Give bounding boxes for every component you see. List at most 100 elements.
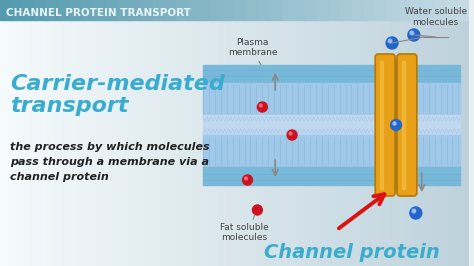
Circle shape bbox=[386, 37, 398, 49]
Bar bbox=[47, 0, 56, 266]
Bar bbox=[375, 0, 388, 20]
Bar bbox=[399, 0, 408, 266]
Bar bbox=[380, 61, 383, 189]
Bar bbox=[422, 0, 431, 266]
Bar bbox=[407, 0, 416, 266]
Bar bbox=[94, 0, 103, 266]
Bar bbox=[12, 0, 25, 20]
Bar bbox=[274, 0, 283, 266]
Bar bbox=[0, 0, 13, 20]
Circle shape bbox=[243, 175, 253, 185]
Bar bbox=[180, 0, 189, 266]
Bar bbox=[172, 0, 181, 266]
Bar bbox=[364, 0, 376, 20]
Bar bbox=[203, 167, 460, 185]
Text: Plasma
membrane: Plasma membrane bbox=[228, 38, 277, 57]
Circle shape bbox=[289, 132, 292, 135]
Bar bbox=[59, 0, 72, 20]
Bar bbox=[446, 0, 458, 20]
Bar bbox=[402, 61, 405, 189]
Bar bbox=[415, 0, 423, 266]
Text: the process by which molecules
pass through a membrane via a
channel protein: the process by which molecules pass thro… bbox=[10, 142, 210, 182]
Circle shape bbox=[253, 205, 263, 215]
Bar bbox=[35, 0, 48, 20]
Bar bbox=[387, 0, 400, 20]
Circle shape bbox=[408, 29, 420, 41]
Bar bbox=[71, 0, 83, 20]
Bar bbox=[340, 0, 353, 20]
Circle shape bbox=[410, 207, 422, 219]
Bar bbox=[188, 0, 197, 266]
Circle shape bbox=[257, 102, 267, 112]
Bar bbox=[82, 0, 95, 20]
Bar bbox=[352, 0, 361, 266]
Bar bbox=[438, 0, 447, 266]
Bar bbox=[47, 0, 60, 20]
Circle shape bbox=[393, 122, 396, 125]
Bar bbox=[250, 0, 259, 266]
Bar bbox=[223, 0, 236, 20]
Bar bbox=[31, 0, 40, 266]
Bar bbox=[164, 0, 173, 266]
Bar bbox=[391, 0, 400, 266]
Text: CHANNEL PROTEIN TRANSPORT: CHANNEL PROTEIN TRANSPORT bbox=[6, 8, 191, 18]
Bar bbox=[129, 0, 142, 20]
Bar bbox=[118, 0, 126, 266]
Bar bbox=[434, 0, 447, 20]
Bar bbox=[457, 0, 470, 20]
Bar bbox=[196, 0, 204, 266]
Bar bbox=[118, 0, 130, 20]
Bar bbox=[125, 0, 134, 266]
Bar bbox=[368, 0, 376, 266]
Circle shape bbox=[388, 39, 392, 43]
Bar bbox=[235, 0, 247, 20]
Bar bbox=[24, 0, 32, 266]
Bar bbox=[454, 0, 463, 266]
Bar bbox=[235, 0, 244, 266]
Bar bbox=[203, 0, 212, 266]
Bar bbox=[0, 0, 9, 266]
Bar bbox=[203, 135, 460, 167]
Bar bbox=[102, 0, 110, 266]
Bar bbox=[94, 0, 107, 20]
Text: Water soluble
molecules: Water soluble molecules bbox=[405, 7, 467, 27]
Bar bbox=[16, 0, 25, 266]
Bar bbox=[39, 0, 48, 266]
FancyBboxPatch shape bbox=[397, 54, 417, 196]
Bar bbox=[141, 0, 154, 20]
Bar bbox=[203, 83, 460, 115]
Bar bbox=[8, 0, 17, 266]
Bar bbox=[227, 0, 236, 266]
Bar bbox=[446, 0, 455, 266]
Bar bbox=[63, 0, 72, 266]
Bar bbox=[109, 0, 118, 266]
Bar bbox=[270, 0, 283, 20]
Bar bbox=[317, 0, 329, 20]
Bar bbox=[313, 0, 322, 266]
Bar bbox=[266, 0, 275, 266]
Bar bbox=[211, 0, 224, 20]
Bar bbox=[399, 0, 411, 20]
Bar bbox=[200, 0, 212, 20]
Bar bbox=[462, 0, 470, 266]
Bar bbox=[156, 0, 165, 266]
Bar bbox=[258, 0, 267, 266]
Bar bbox=[297, 0, 306, 266]
Circle shape bbox=[391, 119, 401, 131]
Bar bbox=[203, 115, 460, 135]
Circle shape bbox=[259, 104, 263, 107]
Bar bbox=[305, 0, 318, 20]
Circle shape bbox=[410, 31, 414, 35]
Text: Channel protein: Channel protein bbox=[264, 243, 439, 263]
Bar bbox=[219, 0, 228, 266]
Text: Carrier-mediated
transport: Carrier-mediated transport bbox=[10, 74, 225, 116]
Bar bbox=[352, 0, 365, 20]
Bar bbox=[71, 0, 79, 266]
Bar bbox=[375, 0, 384, 266]
Bar bbox=[188, 0, 201, 20]
Bar bbox=[282, 0, 291, 266]
Bar bbox=[24, 0, 36, 20]
Bar bbox=[176, 0, 189, 20]
Bar bbox=[321, 0, 329, 266]
Bar bbox=[141, 0, 150, 266]
